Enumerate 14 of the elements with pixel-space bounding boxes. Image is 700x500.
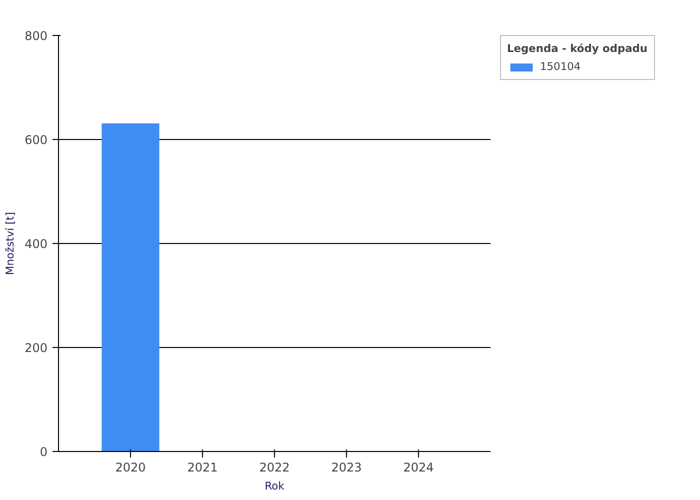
x-tick-label: 2021: [187, 460, 218, 474]
y-tick-label: 600: [24, 133, 48, 147]
x-tick-label: 2024: [403, 460, 434, 474]
legend-title: Legenda - kódy odpadu: [507, 42, 648, 55]
legend-label: 150104: [540, 60, 581, 73]
y-tick-label: 0: [40, 445, 48, 459]
x-tick-label: 2023: [331, 460, 362, 474]
y-axis-title: Množství [t]: [4, 212, 17, 275]
x-tick-label: 2022: [259, 460, 290, 474]
y-tick-label: 800: [24, 29, 48, 43]
y-tick-label: 400: [24, 237, 48, 251]
y-tick-label: 200: [24, 341, 48, 355]
x-axis-title: Rok: [264, 480, 286, 492]
x-tick-label: 2020: [115, 460, 146, 474]
